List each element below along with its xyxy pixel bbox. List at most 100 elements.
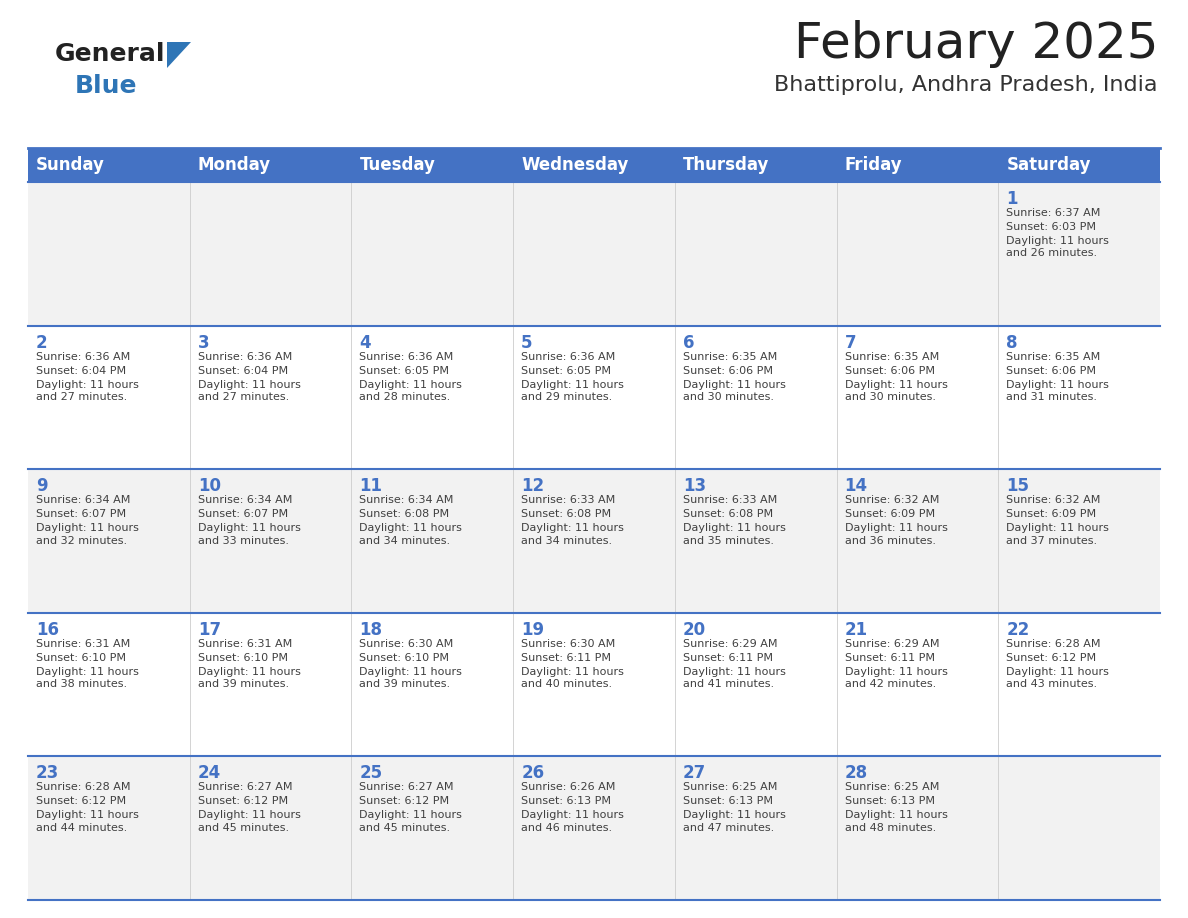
Text: Sunrise: 6:34 AM: Sunrise: 6:34 AM xyxy=(36,495,131,505)
Text: 27: 27 xyxy=(683,765,706,782)
Text: Sunrise: 6:36 AM: Sunrise: 6:36 AM xyxy=(522,352,615,362)
Text: Daylight: 11 hours
and 45 minutes.: Daylight: 11 hours and 45 minutes. xyxy=(197,811,301,833)
Text: Sunset: 6:12 PM: Sunset: 6:12 PM xyxy=(36,797,126,806)
Text: Sunrise: 6:35 AM: Sunrise: 6:35 AM xyxy=(845,352,939,362)
Text: Saturday: Saturday xyxy=(1006,156,1091,174)
Text: 20: 20 xyxy=(683,621,706,639)
Text: Daylight: 11 hours
and 29 minutes.: Daylight: 11 hours and 29 minutes. xyxy=(522,380,624,402)
Text: Daylight: 11 hours
and 32 minutes.: Daylight: 11 hours and 32 minutes. xyxy=(36,523,139,545)
Text: Daylight: 11 hours
and 41 minutes.: Daylight: 11 hours and 41 minutes. xyxy=(683,666,785,689)
Text: Sunset: 6:05 PM: Sunset: 6:05 PM xyxy=(360,365,449,375)
Text: 23: 23 xyxy=(36,765,59,782)
Text: Sunrise: 6:28 AM: Sunrise: 6:28 AM xyxy=(1006,639,1101,649)
Text: 25: 25 xyxy=(360,765,383,782)
Text: Sunday: Sunday xyxy=(36,156,105,174)
Text: 9: 9 xyxy=(36,477,48,495)
Text: Sunrise: 6:34 AM: Sunrise: 6:34 AM xyxy=(197,495,292,505)
Text: Sunset: 6:07 PM: Sunset: 6:07 PM xyxy=(197,509,287,520)
Text: Sunrise: 6:35 AM: Sunrise: 6:35 AM xyxy=(1006,352,1100,362)
Text: Sunrise: 6:36 AM: Sunrise: 6:36 AM xyxy=(36,352,131,362)
Text: Bhattiprolu, Andhra Pradesh, India: Bhattiprolu, Andhra Pradesh, India xyxy=(775,75,1158,95)
Text: Tuesday: Tuesday xyxy=(360,156,435,174)
Text: Sunset: 6:05 PM: Sunset: 6:05 PM xyxy=(522,365,611,375)
Text: Sunset: 6:12 PM: Sunset: 6:12 PM xyxy=(1006,653,1097,663)
Text: Sunset: 6:12 PM: Sunset: 6:12 PM xyxy=(360,797,449,806)
Text: Daylight: 11 hours
and 34 minutes.: Daylight: 11 hours and 34 minutes. xyxy=(522,523,624,545)
Text: Daylight: 11 hours
and 31 minutes.: Daylight: 11 hours and 31 minutes. xyxy=(1006,380,1110,402)
Text: Daylight: 11 hours
and 36 minutes.: Daylight: 11 hours and 36 minutes. xyxy=(845,523,948,545)
Polygon shape xyxy=(168,42,191,68)
Text: Sunrise: 6:32 AM: Sunrise: 6:32 AM xyxy=(845,495,939,505)
Text: 24: 24 xyxy=(197,765,221,782)
Text: Sunrise: 6:37 AM: Sunrise: 6:37 AM xyxy=(1006,208,1100,218)
Bar xyxy=(29,756,1159,900)
Text: Sunrise: 6:29 AM: Sunrise: 6:29 AM xyxy=(683,639,777,649)
Text: Sunrise: 6:27 AM: Sunrise: 6:27 AM xyxy=(360,782,454,792)
Text: Sunrise: 6:25 AM: Sunrise: 6:25 AM xyxy=(683,782,777,792)
Text: Daylight: 11 hours
and 43 minutes.: Daylight: 11 hours and 43 minutes. xyxy=(1006,666,1110,689)
Text: 28: 28 xyxy=(845,765,867,782)
Bar xyxy=(29,326,1159,469)
Text: Daylight: 11 hours
and 37 minutes.: Daylight: 11 hours and 37 minutes. xyxy=(1006,523,1110,545)
Text: Daylight: 11 hours
and 34 minutes.: Daylight: 11 hours and 34 minutes. xyxy=(360,523,462,545)
Text: Sunrise: 6:35 AM: Sunrise: 6:35 AM xyxy=(683,352,777,362)
Text: Sunrise: 6:30 AM: Sunrise: 6:30 AM xyxy=(360,639,454,649)
Bar xyxy=(29,182,1159,326)
Text: Friday: Friday xyxy=(845,156,902,174)
Text: Sunrise: 6:29 AM: Sunrise: 6:29 AM xyxy=(845,639,939,649)
Text: 2: 2 xyxy=(36,333,48,352)
Text: 17: 17 xyxy=(197,621,221,639)
Text: 8: 8 xyxy=(1006,333,1018,352)
Text: Daylight: 11 hours
and 39 minutes.: Daylight: 11 hours and 39 minutes. xyxy=(360,666,462,689)
Text: Sunset: 6:06 PM: Sunset: 6:06 PM xyxy=(683,365,773,375)
Text: Sunset: 6:10 PM: Sunset: 6:10 PM xyxy=(36,653,126,663)
Text: 19: 19 xyxy=(522,621,544,639)
Text: 6: 6 xyxy=(683,333,694,352)
Text: Sunset: 6:10 PM: Sunset: 6:10 PM xyxy=(360,653,449,663)
Text: February 2025: February 2025 xyxy=(794,20,1158,68)
Text: Sunset: 6:09 PM: Sunset: 6:09 PM xyxy=(1006,509,1097,520)
Text: Sunset: 6:07 PM: Sunset: 6:07 PM xyxy=(36,509,126,520)
Text: 26: 26 xyxy=(522,765,544,782)
Text: Sunset: 6:03 PM: Sunset: 6:03 PM xyxy=(1006,222,1097,232)
Text: Sunrise: 6:25 AM: Sunrise: 6:25 AM xyxy=(845,782,939,792)
Text: Wednesday: Wednesday xyxy=(522,156,628,174)
Text: 11: 11 xyxy=(360,477,383,495)
Text: Daylight: 11 hours
and 28 minutes.: Daylight: 11 hours and 28 minutes. xyxy=(360,380,462,402)
Text: Sunset: 6:11 PM: Sunset: 6:11 PM xyxy=(522,653,611,663)
Text: General: General xyxy=(55,42,165,66)
Text: Daylight: 11 hours
and 26 minutes.: Daylight: 11 hours and 26 minutes. xyxy=(1006,236,1110,258)
Text: Sunrise: 6:31 AM: Sunrise: 6:31 AM xyxy=(36,639,131,649)
Text: Thursday: Thursday xyxy=(683,156,770,174)
Text: Sunset: 6:06 PM: Sunset: 6:06 PM xyxy=(845,365,935,375)
Text: 14: 14 xyxy=(845,477,867,495)
Text: Daylight: 11 hours
and 46 minutes.: Daylight: 11 hours and 46 minutes. xyxy=(522,811,624,833)
Text: Daylight: 11 hours
and 30 minutes.: Daylight: 11 hours and 30 minutes. xyxy=(683,380,785,402)
Text: Sunrise: 6:28 AM: Sunrise: 6:28 AM xyxy=(36,782,131,792)
Text: Sunrise: 6:26 AM: Sunrise: 6:26 AM xyxy=(522,782,615,792)
Text: Sunrise: 6:33 AM: Sunrise: 6:33 AM xyxy=(522,495,615,505)
Bar xyxy=(29,148,1159,182)
Text: Sunrise: 6:32 AM: Sunrise: 6:32 AM xyxy=(1006,495,1100,505)
Text: Sunset: 6:08 PM: Sunset: 6:08 PM xyxy=(683,509,773,520)
Text: Sunset: 6:13 PM: Sunset: 6:13 PM xyxy=(522,797,611,806)
Text: 16: 16 xyxy=(36,621,59,639)
Text: Daylight: 11 hours
and 44 minutes.: Daylight: 11 hours and 44 minutes. xyxy=(36,811,139,833)
Text: 10: 10 xyxy=(197,477,221,495)
Text: Sunset: 6:13 PM: Sunset: 6:13 PM xyxy=(683,797,773,806)
Text: Daylight: 11 hours
and 38 minutes.: Daylight: 11 hours and 38 minutes. xyxy=(36,666,139,689)
Text: Sunrise: 6:36 AM: Sunrise: 6:36 AM xyxy=(197,352,292,362)
Text: Sunset: 6:09 PM: Sunset: 6:09 PM xyxy=(845,509,935,520)
Text: Sunset: 6:12 PM: Sunset: 6:12 PM xyxy=(197,797,287,806)
Text: Sunset: 6:04 PM: Sunset: 6:04 PM xyxy=(36,365,126,375)
Text: Sunrise: 6:27 AM: Sunrise: 6:27 AM xyxy=(197,782,292,792)
Bar xyxy=(29,613,1159,756)
Text: Sunrise: 6:36 AM: Sunrise: 6:36 AM xyxy=(360,352,454,362)
Text: Daylight: 11 hours
and 27 minutes.: Daylight: 11 hours and 27 minutes. xyxy=(36,380,139,402)
Text: Daylight: 11 hours
and 39 minutes.: Daylight: 11 hours and 39 minutes. xyxy=(197,666,301,689)
Bar xyxy=(29,469,1159,613)
Text: Monday: Monday xyxy=(197,156,271,174)
Text: 12: 12 xyxy=(522,477,544,495)
Text: 7: 7 xyxy=(845,333,857,352)
Text: Daylight: 11 hours
and 48 minutes.: Daylight: 11 hours and 48 minutes. xyxy=(845,811,948,833)
